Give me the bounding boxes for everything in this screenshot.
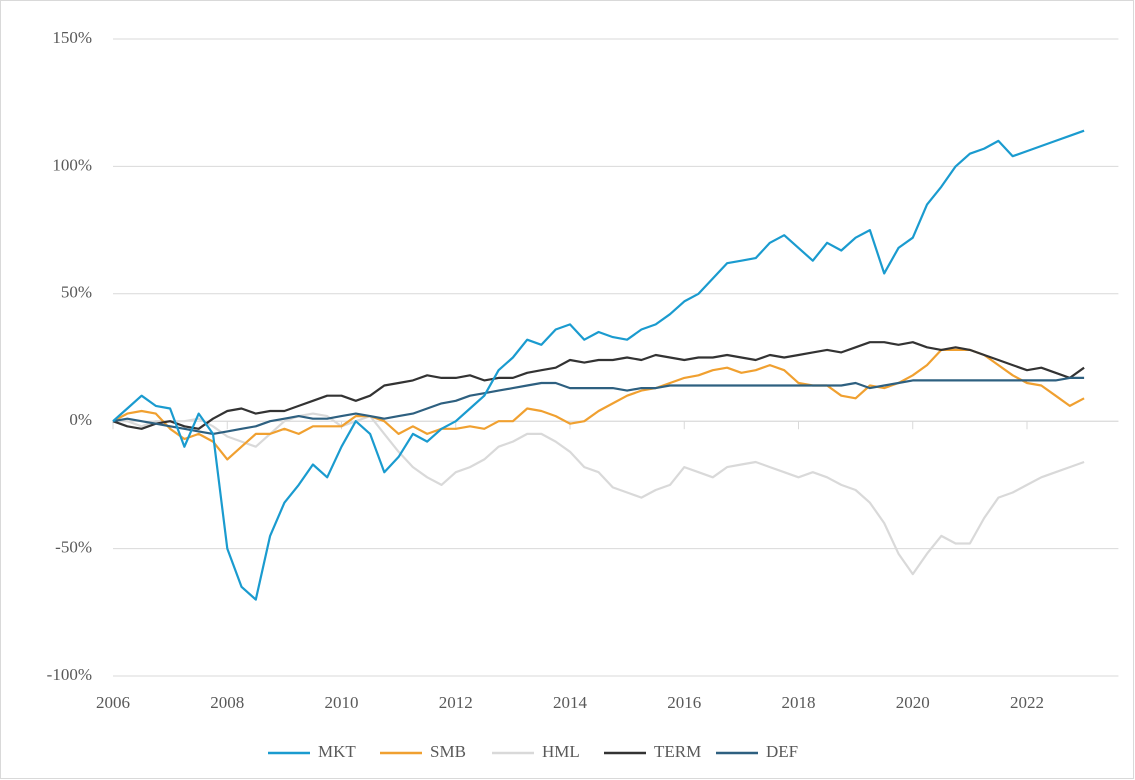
legend-label: HML	[542, 742, 580, 761]
y-tick-label: 0%	[69, 410, 92, 429]
series-line	[112, 376, 1085, 435]
legend-label: TERM	[654, 742, 701, 761]
y-tick-label: -50%	[55, 538, 92, 557]
x-tick-label: 2006	[96, 693, 130, 712]
y-tick-label: -100%	[47, 665, 92, 684]
y-tick-label: 50%	[61, 283, 92, 302]
series-line	[113, 412, 1085, 576]
x-tick-label: 2016	[667, 693, 701, 712]
x-tick-label: 2014	[553, 693, 588, 712]
legend-label: DEF	[766, 742, 798, 761]
x-tick-label: 2010	[325, 693, 359, 712]
x-tick-label: 2022	[1010, 693, 1044, 712]
x-tick-label: 2018	[782, 693, 816, 712]
x-tick-label: 2008	[210, 693, 244, 712]
legend-label: SMB	[430, 742, 466, 761]
x-tick-label: 2020	[896, 693, 930, 712]
y-tick-label: 100%	[52, 155, 92, 174]
series-line	[112, 341, 1085, 430]
y-tick-label: 150%	[52, 28, 92, 47]
series-line	[112, 129, 1085, 601]
x-tick-label: 2012	[439, 693, 473, 712]
series-line	[112, 348, 1085, 461]
legend-label: MKT	[318, 742, 356, 761]
